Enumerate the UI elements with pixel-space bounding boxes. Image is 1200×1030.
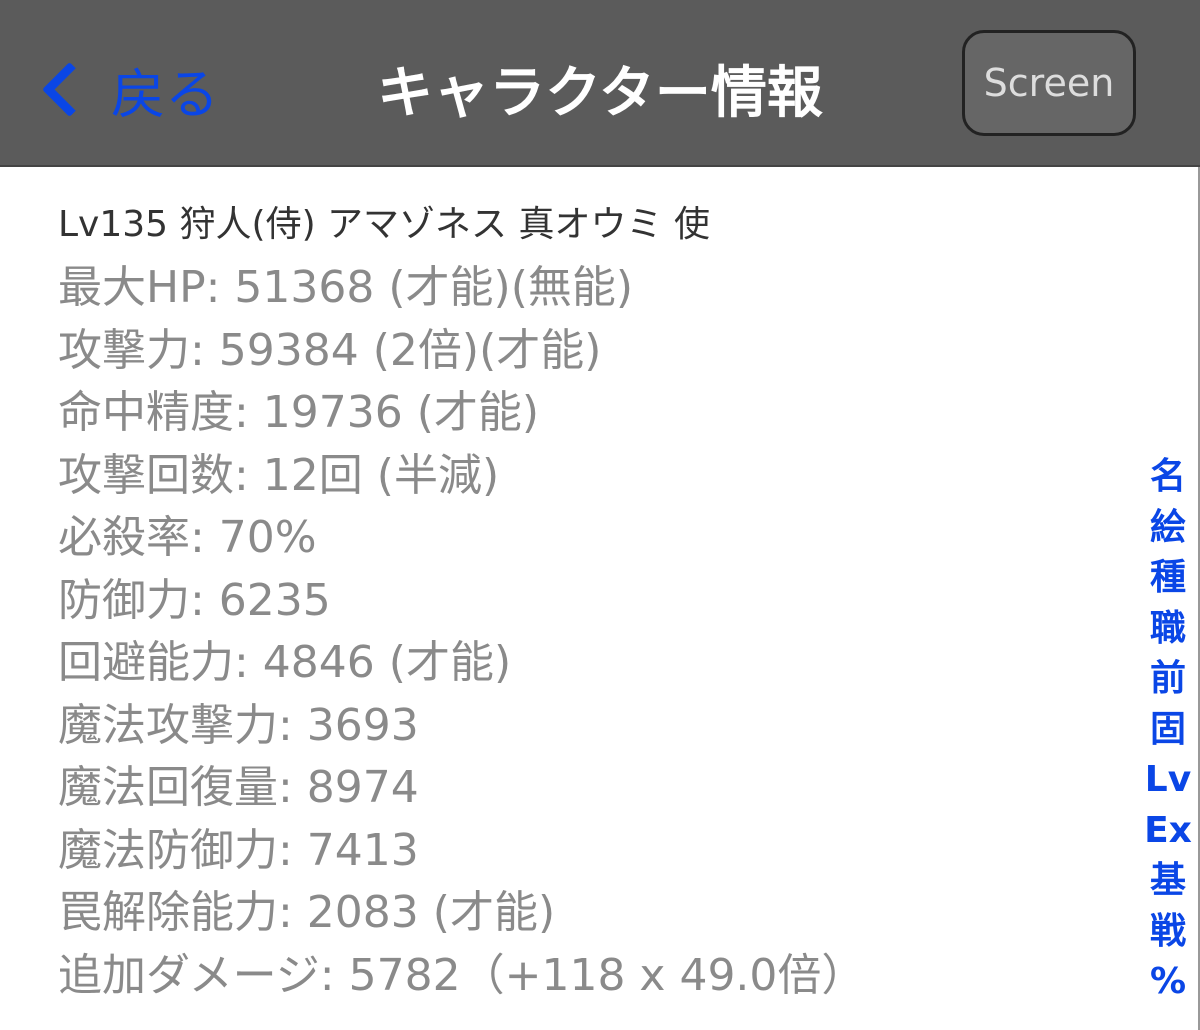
index-item[interactable]: 職 [1149, 607, 1186, 649]
section-index: 名 絵 種 職 前 固 Lv Ex 基 戦 % [1140, 452, 1196, 1008]
index-item[interactable]: 名 [1149, 456, 1186, 497]
stat-trap-disarm: 罠解除能力: 2083 (才能) [58, 887, 556, 938]
stat-magic-defense: 魔法防御力: 7413 [58, 824, 419, 876]
stat-extra-damage: 追加ダメージ: 5782（+118 x 49.0倍） [58, 949, 866, 1001]
index-item[interactable]: 絵 [1149, 506, 1186, 548]
stat-attack: 攻撃力: 59384 (2倍)(才能) [58, 324, 602, 376]
character-summary: Lv135 狩人(侍) アマゾネス 真オウミ 使 [58, 204, 710, 245]
index-item[interactable]: % [1149, 961, 1187, 1002]
stat-defense: 防御力: 6235 [58, 574, 331, 626]
stat-magic-attack: 魔法攻撃力: 3693 [58, 699, 419, 751]
stat-max-hp: 最大HP: 51368 (才能)(無能) [58, 262, 634, 313]
stat-magic-recovery: 魔法回復量: 8974 [58, 762, 419, 813]
index-item[interactable]: 戦 [1149, 910, 1186, 952]
screen-button[interactable]: Screen [962, 30, 1136, 136]
stat-accuracy: 命中精度: 19736 (才能) [58, 387, 540, 438]
index-item[interactable]: 種 [1149, 557, 1186, 598]
stat-attack-count: 攻撃回数: 12回 (半減) [58, 449, 500, 501]
character-info: Lv135 狩人(侍) アマゾネス 真オウミ 使 最大HP: 51368 (才能… [0, 167, 1200, 1030]
back-label: 戻る [111, 63, 219, 126]
index-item[interactable]: 基 [1149, 860, 1186, 901]
index-item[interactable]: 固 [1149, 708, 1186, 750]
navigation-bar: 戻る キャラクター情報 Screen [0, 0, 1200, 167]
page-title: キャラクター情報 [377, 61, 823, 126]
index-item[interactable]: Ex [1144, 809, 1192, 851]
stat-critical-rate: 必殺率: 70% [58, 512, 317, 563]
stats-list: 最大HP: 51368 (才能)(無能) 攻撃力: 59384 (2倍)(才能)… [58, 257, 865, 1007]
index-item[interactable]: 前 [1149, 658, 1186, 699]
back-button[interactable]: 戻る [30, 50, 219, 129]
index-item[interactable]: Lv [1144, 759, 1192, 800]
stat-evasion: 回避能力: 4846 (才能) [58, 637, 512, 688]
